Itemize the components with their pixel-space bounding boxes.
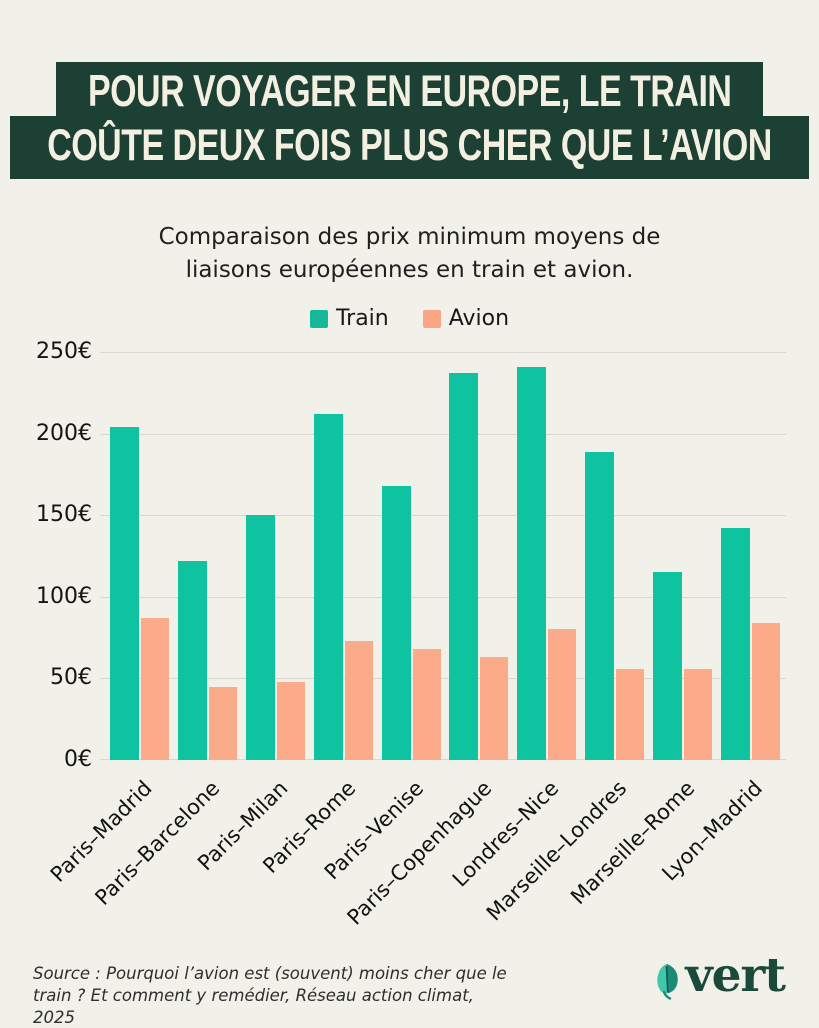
bar-train-paris-copenhague (449, 373, 479, 760)
gridline-100 (100, 596, 786, 598)
y-tick-100: 100€ (36, 583, 92, 609)
vert-logo: vert (653, 948, 786, 1003)
chart-legend: Train Avion (0, 306, 819, 331)
chart-subtitle-text: Comparaison des prix minimum moyens de l… (158, 224, 661, 283)
legend-item-avion: Avion (422, 306, 510, 331)
y-tick-150: 150€ (36, 502, 92, 528)
gridline-0 (100, 759, 786, 760)
bar-group-marseille-londres: Marseille–Londres (482, 352, 649, 925)
chart-subtitle: Comparaison des prix minimum moyens de l… (0, 221, 819, 286)
leaf-icon (657, 963, 679, 1000)
y-axis: 0€ 50€ 100€ 150€ 200€ 250€ (0, 339, 92, 772)
gridline-150 (100, 515, 786, 517)
bar-group-paris-rome: Paris–Rome (258, 352, 377, 878)
x-label-paris-barcelone: Paris–Barcelone (90, 776, 225, 910)
bar-avion-paris-barcelone (209, 686, 238, 760)
legend-item-train: Train (309, 306, 389, 331)
gridline-250 (100, 352, 786, 353)
legend-swatch-train (309, 309, 328, 328)
bar-train-paris-venise (381, 485, 411, 760)
bar-group-paris-venise: Paris–Venise (320, 352, 445, 884)
title-line-1: POUR VOYAGER EN EUROPE, LE TRAIN (55, 62, 764, 117)
bar-avion-marseille-londres (615, 668, 644, 760)
bar-train-paris-madrid (110, 427, 140, 760)
bar-avion-lyon-madrid (751, 622, 780, 760)
bar-group-paris-copenhague: Paris–Copenhague (342, 352, 513, 930)
bar-group-paris-milan: Paris–Milan (193, 352, 310, 875)
bar-avion-marseille-rome (683, 668, 712, 760)
bar-group-lyon-madrid: Lyon–Madrid (657, 352, 784, 886)
bar-group-londres-nice: Londres–Nice (448, 352, 581, 892)
gridline-200 (100, 433, 786, 435)
y-tick-200: 200€ (36, 420, 92, 446)
legend-label: Train (335, 306, 389, 331)
bar-train-paris-milan (245, 515, 275, 760)
vert-wordmark: vert (685, 948, 786, 1003)
bar-avion-paris-rome (344, 640, 373, 760)
bar-avion-paris-copenhague (480, 657, 509, 760)
bar-avion-paris-madrid (141, 618, 170, 760)
bar-train-marseille-londres (584, 451, 614, 760)
bar-group-paris-madrid: Paris–Madrid (46, 352, 174, 887)
x-label-marseille-rome: Marseille–Rome (566, 776, 700, 910)
bar-train-paris-rome (313, 414, 343, 760)
bar-group-paris-barcelone: Paris–Barcelone (91, 352, 242, 910)
legend-swatch-avion (422, 309, 441, 328)
bar-train-lyon-madrid (720, 528, 750, 760)
bar-train-londres-nice (517, 366, 547, 760)
title-line-2: COÛTE DEUX FOIS PLUS CHER QUE L’AVION (9, 116, 810, 179)
plot-area: Paris–Madrid Paris–Barcelone Paris–Milan Pa… (46, 352, 786, 930)
title-banner: POUR VOYAGER EN EUROPE, LE TRAIN COÛTE D… (0, 62, 819, 179)
bar-avion-paris-venise (412, 649, 441, 760)
bar-avion-londres-nice (548, 629, 577, 760)
y-tick-250: 250€ (36, 339, 92, 364)
bar-avion-paris-milan (276, 681, 305, 760)
y-tick-50: 50€ (50, 665, 92, 691)
bar-train-marseille-rome (652, 572, 682, 760)
bar-train-paris-barcelone (178, 560, 208, 760)
legend-label: Avion (448, 306, 510, 331)
bar-group-marseille-rome: Marseille–Rome (566, 352, 716, 909)
gridline-50 (100, 678, 786, 680)
y-tick-0: 0€ (64, 747, 92, 772)
source-note: Source : Pourquoi l’avion est (souvent) … (33, 964, 507, 1027)
bar-groups: Paris–Madrid Paris–Barcelone Paris–Milan Pa… (46, 352, 786, 930)
